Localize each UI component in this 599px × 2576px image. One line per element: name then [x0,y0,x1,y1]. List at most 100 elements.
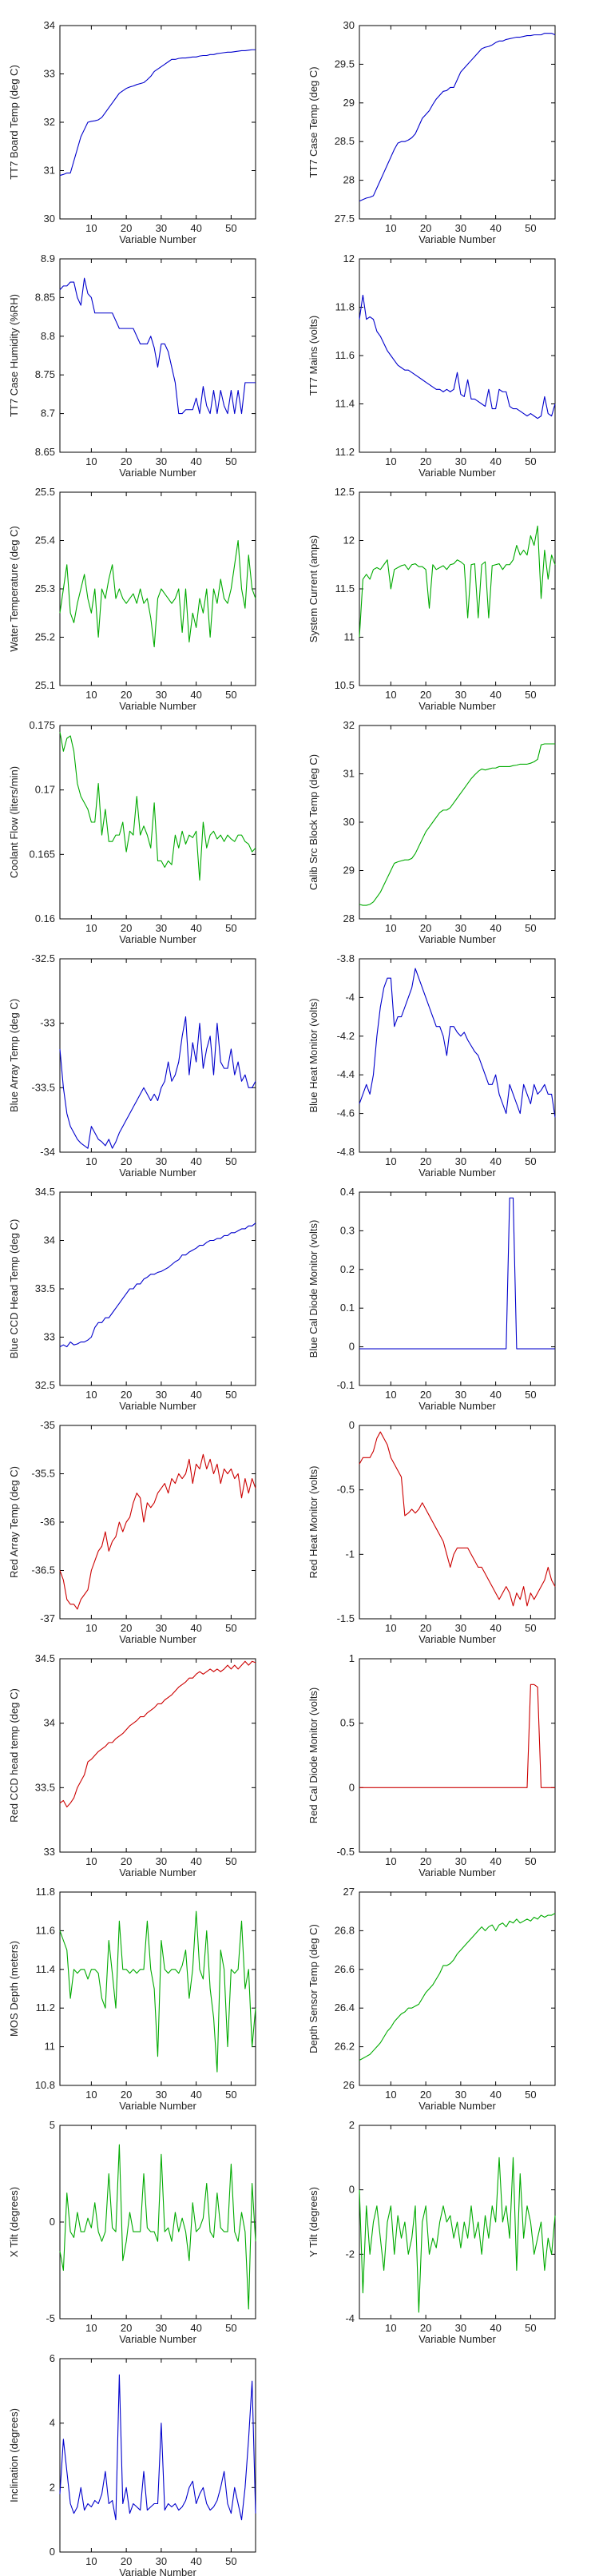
plot-frame [59,958,256,1153]
x-axis-label: Variable Number [419,700,496,712]
x-tick-label: 50 [525,1855,536,1867]
y-axis-label: Depth Sensor Temp (deg C) [307,1924,319,2053]
y-tick-label: 25.1 [35,679,55,691]
y-tick-label: 0.2 [340,1263,355,1275]
x-tick-label: 10 [85,2555,97,2567]
y-tick-label: 26.6 [335,1963,355,1975]
x-tick-label: 20 [420,222,431,234]
x-tick-label: 10 [385,922,396,934]
y-tick-label: 32.5 [35,1379,55,1391]
y-tick-label: 26 [343,2079,355,2091]
x-tick-label: 10 [385,1622,396,1634]
x-axis-label: Variable Number [119,1167,196,1179]
y-tick-label: -4.8 [337,1146,355,1158]
x-tick-label: 50 [225,2089,236,2101]
y-tick-label: 0.4 [340,1186,355,1198]
y-tick-label: 0.3 [340,1224,355,1236]
series-line [59,2144,256,2310]
y-tick-label: 0 [50,2546,55,2558]
y-tick-label: 30 [44,213,55,225]
x-tick-label: 30 [455,1389,466,1401]
series-line [359,294,556,419]
y-tick-label: -4.2 [337,1030,355,1042]
y-tick-label: 28.5 [335,135,355,147]
x-tick-label: 50 [225,689,236,701]
x-axis-label: Variable Number [119,2566,196,2576]
y-tick-label: 31 [343,768,355,780]
x-axis-label: Variable Number [419,1866,496,1878]
series-line [359,33,556,202]
x-tick-label: 20 [420,689,431,701]
y-tick-label: -32.5 [31,952,55,964]
x-axis-label: Variable Number [419,1400,496,1412]
plot-panel-12: 10 20 30 40 50 -0.1 0 0.1 0.2 0.3 0.4 Variable Numb… [307,1186,556,1412]
x-tick-label: 50 [525,455,536,467]
y-axis-label: Blue Heat Monitor (volts) [307,998,319,1112]
y-tick-label: 11.2 [335,446,355,458]
x-tick-label: 50 [525,922,536,934]
y-tick-label: 33.5 [35,1282,55,1294]
y-tick-label: 0.1 [340,1302,355,1314]
y-tick-label: 8.8 [41,330,55,342]
y-tick-label: 10.5 [335,679,355,691]
y-tick-label: -37 [40,1612,55,1624]
y-tick-label: 11.4 [36,1963,55,1975]
y-tick-label: -33 [40,1017,55,1029]
y-tick-label: 1 [349,1652,355,1664]
series-line [59,1016,256,1149]
y-tick-label: 28 [343,174,355,186]
y-tick-label: -0.5 [337,1846,355,1858]
y-axis-label: System Current (amps) [307,535,319,642]
y-axis-label: Red Cal Diode Monitor (volts) [307,1688,319,1824]
x-tick-label: 10 [385,2089,396,2101]
x-tick-label: 50 [225,1389,236,1401]
series-line [359,1197,555,1350]
x-tick-label: 50 [525,2089,536,2101]
y-tick-label: 8.65 [35,446,55,458]
x-tick-label: 30 [455,689,466,701]
x-tick-label: 30 [455,1622,466,1634]
y-tick-label: 0.175 [29,719,55,731]
series-line [59,1910,256,2073]
series-line [359,968,556,1118]
plot-frame [359,725,556,920]
plot-panel-8: 10 20 30 40 50 28 29 30 31 32 Variable Number Calib… [307,719,556,945]
x-tick-label: 40 [490,2322,501,2334]
plot-panel-15: 10 20 30 40 50 33 33.5 34 34.5 Variable Number Red… [8,1652,256,1878]
x-axis-label: Variable Number [119,1633,196,1645]
y-tick-label: 0 [349,2184,355,2196]
y-tick-label: 29.5 [335,58,355,70]
plot-panel-11: 10 20 30 40 50 32.5 33 33.5 34 34.5 Variable Numbe… [8,1186,256,1412]
x-tick-label: 10 [85,1622,97,1634]
y-tick-label: 25.2 [35,631,55,643]
y-axis-label: Blue Array Temp (deg C) [8,999,20,1112]
y-tick-label: 2 [349,2119,355,2131]
x-tick-label: 30 [455,455,466,467]
x-tick-label: 30 [156,1855,167,1867]
x-tick-label: 50 [225,922,236,934]
plot-panel-18: 10 20 30 40 50 26 26.2 26.4 26.6 26.8 27 Variable N… [307,1886,556,2112]
x-tick-label: 10 [385,1389,396,1401]
y-tick-label: -1 [345,1548,355,1560]
x-tick-label: 40 [490,1622,501,1634]
x-tick-label: 30 [156,222,167,234]
x-axis-label: Variable Number [119,233,196,245]
x-tick-label: 40 [490,1855,501,1867]
series-line [59,1660,256,1808]
y-tick-label: 0.17 [35,784,55,796]
x-tick-label: 50 [525,1155,536,1167]
y-axis-label: Red Heat Monitor (volts) [307,1466,319,1579]
x-tick-label: 40 [490,689,501,701]
y-tick-label: 0.165 [29,848,55,860]
x-tick-label: 20 [121,922,132,934]
y-axis-label: X Tilt (degrees) [8,2187,20,2257]
x-axis-label: Variable Number [119,2100,196,2112]
x-tick-label: 30 [455,1155,466,1167]
series-line [59,2374,256,2521]
x-tick-label: 20 [121,689,132,701]
x-axis-label: Variable Number [419,1167,496,1179]
y-axis-label: Red CCD head temp (deg C) [8,1688,20,1823]
x-tick-label: 50 [225,1855,236,1867]
y-tick-label: 32 [343,719,355,731]
